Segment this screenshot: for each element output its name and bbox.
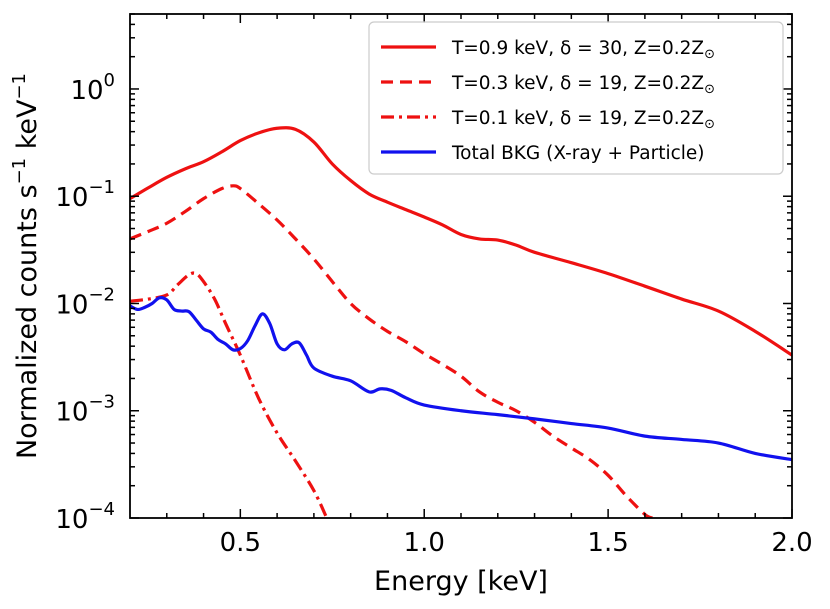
series-line-1 [130,126,792,357]
series-line-2 [130,184,653,518]
legend-label-4: Total BKG (X-ray + Particle) [451,143,705,164]
legend-label-3: T=0.1 keV, δ = 19, Z=0.2Z⊙ [451,108,715,132]
y-tick-label: 10−3 [55,392,115,428]
y-tick-label: 100 [70,70,115,106]
plot-lines [130,126,792,518]
y-tick-label: 10−2 [55,284,115,320]
x-tick-label: 2.0 [771,528,812,558]
x-tick-label: 1.0 [404,528,445,558]
series-line-3 [130,271,329,518]
x-tick-label: 1.5 [587,528,628,558]
plot-frame [129,13,793,519]
series-line-4 [130,295,792,462]
y-tick-label: 10−1 [55,177,115,213]
x-tick-label: 0.5 [220,528,261,558]
legend-label-2: T=0.3 keV, δ = 19, Z=0.2Z⊙ [451,73,715,97]
tick-labels: 0.5 1.0 1.5 2.0 10−4 10−3 10−2 10−1 100 [55,70,812,558]
x-axis-label: Energy [keV] [374,566,548,597]
legend-label-1: T=0.9 keV, δ = 30, Z=0.2Z⊙ [451,38,715,62]
legend: T=0.9 keV, δ = 30, Z=0.2Z⊙ T=0.3 keV, δ =… [368,21,784,175]
y-tick-label: 10−4 [55,499,115,535]
y-axis-label: Normalized counts s−1 keV−1 [9,73,43,459]
legend-box [368,21,784,175]
